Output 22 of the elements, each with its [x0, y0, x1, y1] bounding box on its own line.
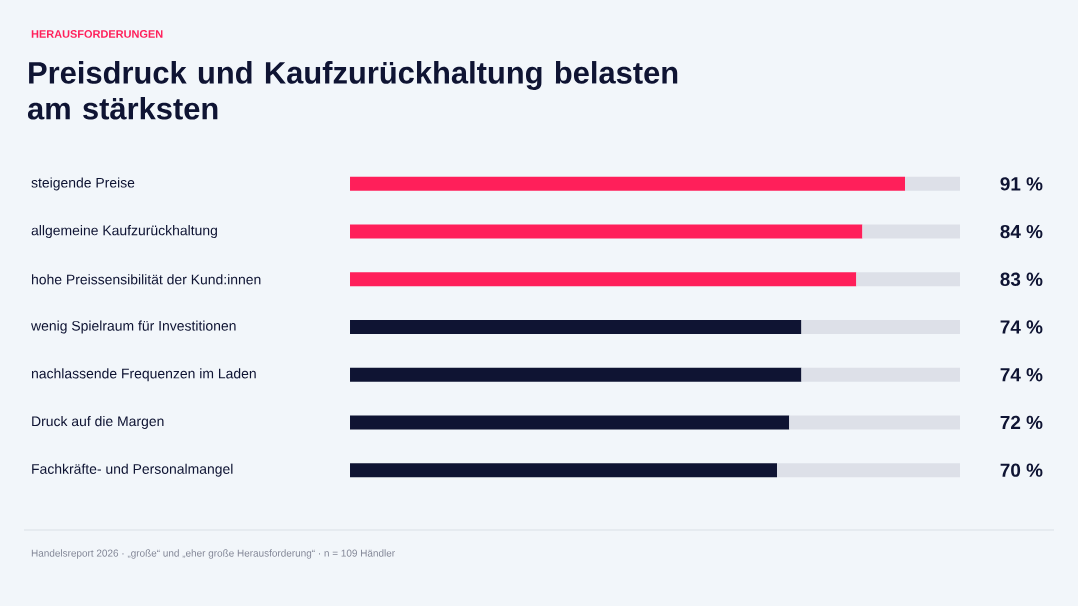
- bar: [905, 176, 961, 191]
- bar: [777, 463, 961, 478]
- bar: [789, 415, 961, 430]
- bar: [350, 320, 802, 335]
- data-label: 74 %: [1000, 320, 1043, 334]
- data-label: 91 %: [1000, 177, 1043, 191]
- bar: [350, 463, 778, 478]
- chart-title: Preisdruck und Kaufzurückhaltung belasten am stärksten: [27, 61, 678, 120]
- bar: [350, 176, 906, 191]
- data-label: 84 %: [1000, 224, 1043, 239]
- bar: [350, 367, 802, 382]
- bar: [862, 224, 961, 239]
- bar: [350, 224, 863, 239]
- data-label: 72 %: [1000, 415, 1043, 430]
- data-label: 83 %: [1000, 272, 1043, 287]
- bar: [856, 272, 961, 287]
- bar: [801, 367, 961, 382]
- bar: [350, 272, 857, 287]
- data-label: 70 %: [1000, 463, 1043, 477]
- bar: [801, 320, 961, 335]
- bar: [350, 415, 790, 430]
- data-label: 74 %: [1000, 368, 1043, 382]
